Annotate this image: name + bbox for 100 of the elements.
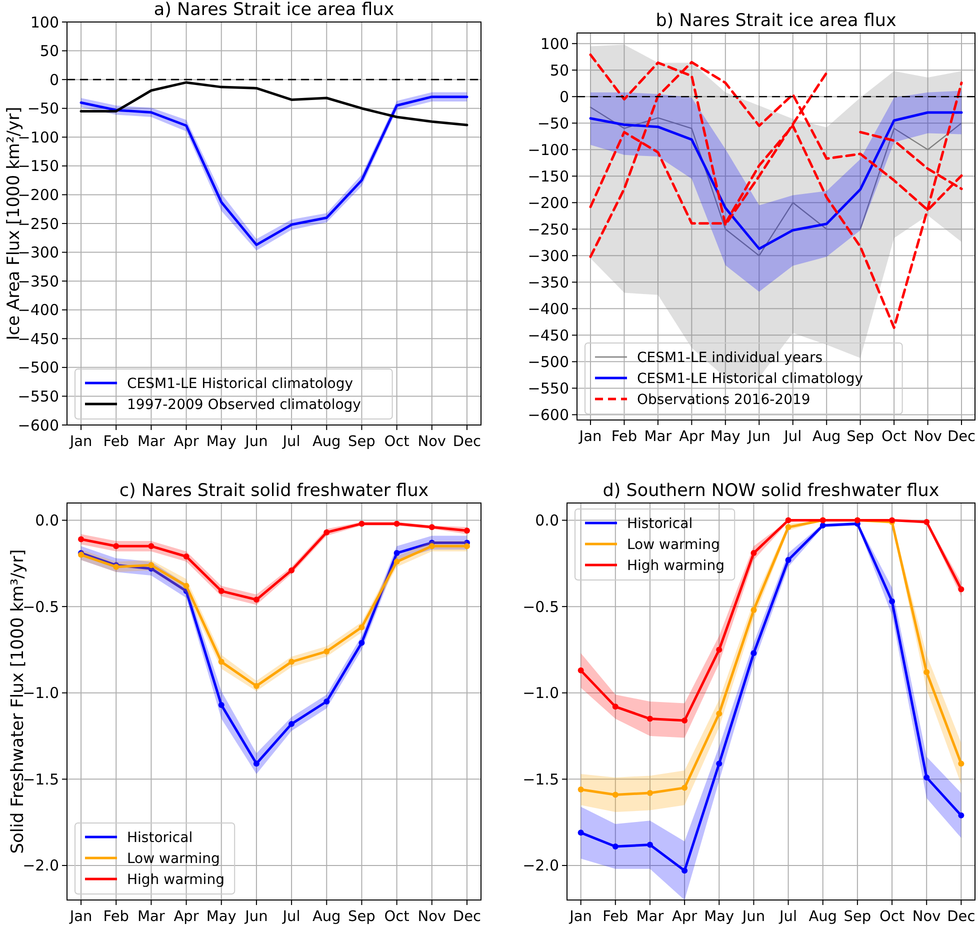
y-tick-label: −400 [528,300,569,318]
x-tick-label: Oct [384,909,410,925]
point [612,792,618,798]
point [682,717,688,724]
point [183,554,190,560]
x-tick-label: Aug [312,434,341,450]
point [218,658,224,665]
legend-label: High warming [127,872,224,888]
x-tick-label: May [710,429,741,445]
point [113,543,120,550]
point [785,556,792,563]
x-tick-label: Jul [282,434,300,450]
y-tick-label: 50 [550,61,569,80]
y-tick-label: −350 [528,273,569,292]
point [428,524,435,530]
point [750,550,757,556]
point [646,842,653,848]
x-tick-label: Jan [578,429,602,445]
y-tick-label: 0.0 [535,512,559,530]
point [324,648,330,654]
y-tick-label: 100 [30,13,59,32]
x-tick-label: Aug [808,909,838,925]
legend-label: Historical [627,516,693,532]
x-tick-label: Sep [846,429,874,445]
y-tick-label: 0 [559,88,569,106]
y-tick-label: −300 [528,246,569,265]
point [924,774,930,780]
y-tick-label: −550 [528,379,569,398]
x-tick-label: Apr [672,909,698,925]
x-tick-label: Nov [914,429,942,445]
point [716,646,722,653]
x-tick-label: Aug [312,909,341,925]
point [646,790,653,796]
point [578,667,584,674]
point [924,669,930,676]
chart-title: c) Nares Strait solid freshwater flux [119,481,429,501]
point [324,529,330,536]
y-tick-label: −2.0 [522,856,559,875]
y-tick-label: −600 [528,406,569,424]
x-tick-label: May [704,909,735,925]
x-tick-label: May [206,909,237,925]
point [612,704,618,710]
y-tick-label: −500 [18,358,59,377]
point [288,567,295,574]
x-tick-label: Jul [783,429,802,445]
y-tick-label: −50 [537,114,569,132]
legend-label: Observations 2016-2019 [637,392,810,408]
x-tick-label: Dec [947,429,976,445]
point [148,562,154,568]
point [394,520,400,527]
y-tick-label: −2.0 [22,856,59,875]
point [253,760,260,767]
x-tick-label: May [206,434,237,450]
chart-title: d) Southern NOW solid freshwater flux [602,481,940,501]
x-tick-label: Sep [844,909,872,925]
y-tick-label: 0.0 [35,512,59,530]
point [253,596,260,603]
point [78,536,84,542]
point [785,524,792,530]
point [750,607,757,614]
x-tick-label: Jul [282,909,300,925]
point [682,784,688,791]
legend-label: CESM1-LE Historical climatology [127,376,354,392]
x-tick-label: Dec [452,434,482,450]
y-tick-label: −350 [18,272,59,290]
x-tick-label: Feb [602,909,628,925]
x-tick-label: Dec [452,909,482,925]
x-tick-label: Feb [103,909,129,925]
x-tick-label: Feb [611,429,638,445]
x-tick-label: Mar [138,434,165,450]
y-tick-label: −550 [18,387,59,406]
legend-label: Historical [127,830,193,846]
legend-label: High warming [627,558,724,574]
x-tick-label: Nov [418,909,446,925]
x-tick-label: Mar [138,909,165,925]
x-tick-label: Oct [882,429,907,445]
x-tick-label: Jan [568,909,592,925]
y-tick-label: −50 [27,100,59,118]
y-tick-label: −450 [528,326,569,344]
y-tick-label: 0 [49,70,59,89]
point [785,517,792,524]
point [428,543,435,550]
point [218,588,224,594]
point [958,812,964,818]
point [924,518,930,525]
legend-label: CESM1-LE Historical climatology [637,370,864,387]
point [183,582,190,589]
x-tick-label: Jun [244,434,268,450]
x-tick-label: Nov [418,434,446,450]
y-tick-label: −250 [18,214,59,233]
x-tick-label: Feb [103,434,129,450]
x-tick-label: Oct [879,909,905,925]
y-tick-label: 50 [40,42,59,60]
x-tick-label: Aug [812,429,841,445]
legend-label: Low warming [127,850,220,867]
x-tick-label: Apr [174,434,199,450]
x-tick-label: Mar [636,909,664,925]
chart-title: a) Nares Strait ice area flux [154,0,394,20]
legend-label: CESM1-LE individual years [637,350,823,366]
point [394,550,400,556]
